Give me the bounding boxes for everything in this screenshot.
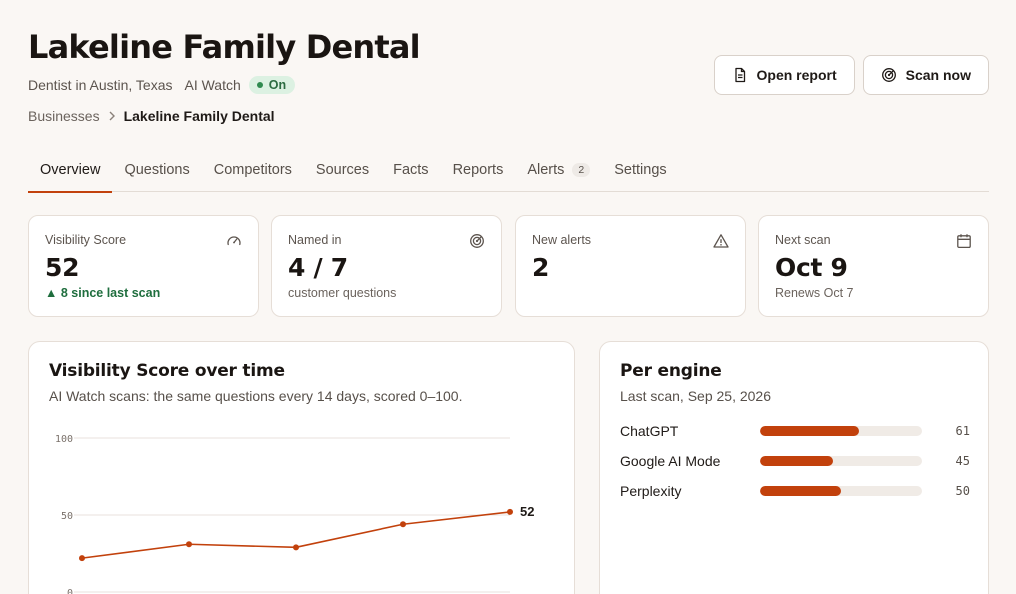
tab-label: Competitors	[213, 162, 292, 178]
radar-icon	[881, 67, 897, 83]
document-icon	[732, 67, 748, 83]
visibility-line-chart: 100 50 0 52	[55, 434, 535, 594]
stat-label: Next scan	[775, 233, 831, 247]
stat-label: New alerts	[532, 233, 592, 247]
tab-label: Sources	[315, 162, 370, 178]
tab-label: Facts	[393, 162, 429, 178]
engine-score: 50	[955, 484, 970, 498]
data-point[interactable]	[79, 555, 85, 562]
breadcrumb-current: Lakeline Family Dental	[123, 108, 275, 124]
stat-label: Named in	[288, 233, 342, 247]
ai-watch-label: AI Watch	[184, 77, 241, 93]
engine-row-google-ai-mode: Google AI Mode 45	[620, 451, 970, 471]
engine-score-fill	[760, 486, 841, 496]
page-title: Lakeline Family Dental	[28, 28, 421, 66]
engine-score: 61	[955, 424, 970, 438]
chart-description: AI Watch scans: the same questions every…	[49, 388, 463, 404]
tab-label: Overview	[40, 162, 101, 178]
per-engine-card: Per engine Last scan, Sep 25, 2026 ChatG…	[599, 341, 989, 594]
stat-named-in: Named in 4 / 7 customer questions	[271, 215, 502, 317]
gauge-icon	[226, 233, 242, 254]
stat-label: Visibility Score	[45, 233, 127, 247]
data-point[interactable]	[293, 544, 299, 551]
calendar-icon	[956, 233, 972, 254]
breadcrumb-parent[interactable]: Businesses	[28, 108, 100, 124]
stat-sub: Renews Oct 7	[775, 286, 854, 300]
tab-facts[interactable]: Facts	[381, 150, 440, 192]
engine-row-chatgpt: ChatGPT 61	[620, 421, 970, 441]
stat-value: Oct 9	[775, 253, 848, 282]
engine-score-fill	[760, 426, 859, 436]
stat-visibility-score: Visibility Score 52 ▲ 8 since last scan	[28, 215, 259, 317]
engine-score-fill	[760, 456, 833, 466]
scan-now-button[interactable]: Scan now	[862, 55, 989, 95]
engine-name: Google AI Mode	[620, 453, 721, 469]
data-point[interactable]	[400, 521, 406, 528]
chart-title: Visibility Score over time	[49, 361, 285, 381]
business-category: Dentist in Austin, Texas	[28, 77, 173, 93]
stat-value: 52	[45, 253, 80, 282]
y-tick-label: 0	[67, 588, 73, 594]
tab-overview[interactable]: Overview	[28, 150, 113, 193]
stat-sub: customer questions	[288, 286, 397, 300]
per-engine-title: Per engine	[620, 361, 722, 381]
chart-end-label: 52	[520, 504, 534, 519]
visibility-chart-card: Visibility Score over time AI Watch scan…	[28, 341, 575, 594]
engine-score-bar	[760, 426, 922, 436]
tab-questions[interactable]: Questions	[112, 150, 201, 192]
tab-bar: Overview Questions Competitors Sources F…	[28, 150, 989, 193]
data-point[interactable]	[186, 541, 192, 548]
business-meta: Dentist in Austin, Texas AI Watch On	[28, 76, 296, 94]
stat-next-scan: Next scan Oct 9 Renews Oct 7	[758, 215, 989, 317]
open-report-label: Open report	[756, 67, 837, 83]
tab-competitors[interactable]: Competitors	[202, 150, 304, 192]
stat-value: 4 / 7	[288, 253, 348, 282]
breadcrumb: Businesses Lakeline Family Dental	[28, 108, 275, 124]
engine-name: Perplexity	[620, 483, 682, 499]
stat-new-alerts: New alerts 2	[515, 215, 746, 317]
y-tick-label: 50	[61, 511, 73, 522]
warning-icon	[713, 233, 729, 254]
stat-trend: ▲ 8 since last scan	[45, 286, 161, 300]
scan-now-label: Scan now	[905, 67, 971, 83]
per-engine-subtitle: Last scan, Sep 25, 2026	[620, 388, 771, 404]
chevron-right-icon	[108, 109, 116, 124]
header-actions: Open report Scan now	[713, 55, 989, 95]
alerts-count-badge: 2	[572, 163, 591, 177]
status-dot-icon	[256, 82, 263, 88]
engine-score-bar	[760, 456, 922, 466]
tab-alerts[interactable]: Alerts 2	[515, 150, 602, 192]
engine-score-bar	[760, 486, 922, 496]
radar-icon	[469, 233, 485, 254]
tab-label: Reports	[452, 162, 504, 178]
ai-watch-status-badge[interactable]: On	[248, 76, 296, 94]
tab-sources[interactable]: Sources	[304, 150, 381, 192]
engine-name: ChatGPT	[620, 423, 679, 439]
tab-label: Alerts	[527, 162, 565, 178]
tab-label: Questions	[124, 162, 190, 178]
data-point[interactable]	[507, 508, 513, 515]
ai-watch-status: On	[268, 78, 287, 92]
engine-row-perplexity: Perplexity 50	[620, 481, 970, 501]
tab-label: Settings	[614, 162, 667, 178]
y-tick-label: 100	[55, 434, 73, 445]
tab-settings[interactable]: Settings	[602, 150, 678, 192]
stat-value: 2	[532, 253, 550, 282]
engine-score: 45	[955, 454, 970, 468]
series-line	[81, 511, 511, 559]
open-report-button[interactable]: Open report	[713, 55, 855, 95]
tab-reports[interactable]: Reports	[441, 150, 516, 192]
